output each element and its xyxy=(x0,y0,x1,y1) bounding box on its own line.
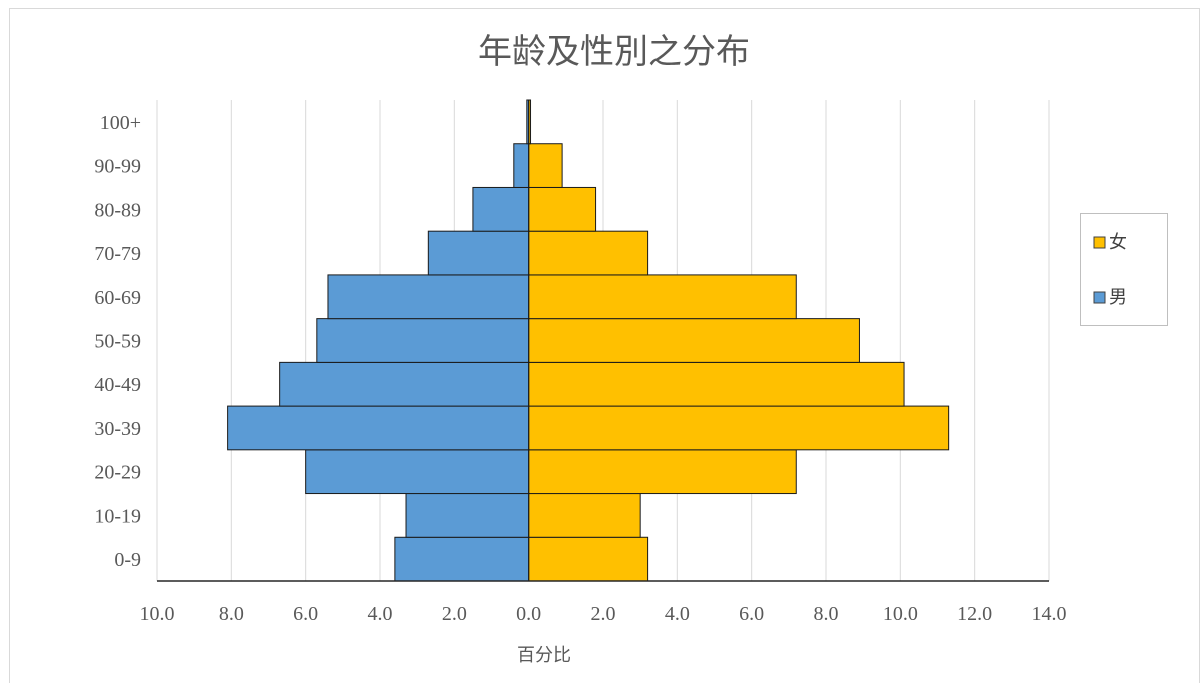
x-tick-label: 2.0 xyxy=(442,603,467,625)
bars xyxy=(227,99,950,582)
bar-male-80-89 xyxy=(472,186,530,232)
category-labels: 0-9 10-19 20-29 30-39 40-49 50-59 60-69 70-79 80… xyxy=(94,112,141,571)
x-tick-label: 4.0 xyxy=(368,603,393,625)
bar-female-30-39 xyxy=(528,405,950,451)
category-label: 10-19 xyxy=(94,505,141,527)
legend-box xyxy=(1080,213,1168,326)
x-tick-label: 8.0 xyxy=(219,603,244,625)
legend-swatch-male xyxy=(1093,291,1106,304)
bar-female-70-79 xyxy=(528,230,649,276)
category-label: 100+ xyxy=(100,112,141,134)
x-tick-label: 8.0 xyxy=(814,603,839,625)
bar-female-20-29 xyxy=(528,449,797,495)
x-tick-label: 14.0 xyxy=(1032,603,1067,625)
bar-female-60-69 xyxy=(528,274,797,320)
bar-male-40-49 xyxy=(279,361,530,407)
category-label: 70-79 xyxy=(94,243,141,265)
category-label: 40-49 xyxy=(94,374,141,396)
x-tick-label: 2.0 xyxy=(591,603,616,625)
x-tick-label: 4.0 xyxy=(665,603,690,625)
x-tick-label: 12.0 xyxy=(957,603,992,625)
category-label: 60-69 xyxy=(94,287,141,309)
bar-male-70-79 xyxy=(427,230,530,276)
bar-female-50-59 xyxy=(528,318,860,363)
bar-female-90-99 xyxy=(528,143,563,188)
x-tick-label: 10.0 xyxy=(883,603,918,625)
category-label: 20-29 xyxy=(94,462,141,484)
legend-swatch-female xyxy=(1093,236,1106,249)
bar-female-0-9 xyxy=(528,536,649,582)
category-label: 0-9 xyxy=(114,549,141,571)
bar-male-0-9 xyxy=(394,536,530,582)
legend-label-male: 男 xyxy=(1109,287,1127,308)
category-label: 30-39 xyxy=(94,418,141,440)
x-tick-labels: 10.0 8.0 6.0 4.0 2.0 0.0 2.0 4.0 6.0 8.0 10.0 12.0 1… xyxy=(140,603,1067,625)
category-label: 90-99 xyxy=(94,156,141,178)
bar-female-40-49 xyxy=(528,361,905,407)
bar-male-10-19 xyxy=(405,493,530,538)
bar-male-60-69 xyxy=(327,274,530,320)
bar-male-90-99 xyxy=(513,143,530,188)
bar-male-20-29 xyxy=(305,449,530,495)
x-tick-label: 0.0 xyxy=(516,603,541,625)
legend: 女 男 xyxy=(1080,213,1168,326)
x-tick-label: 6.0 xyxy=(293,603,318,625)
category-label: 50-59 xyxy=(94,331,141,353)
x-tick-label: 10.0 xyxy=(140,603,175,625)
bar-male-30-39 xyxy=(227,405,530,451)
bar-female-10-19 xyxy=(528,493,641,538)
category-label: 80-89 xyxy=(94,199,141,221)
bar-male-50-59 xyxy=(316,318,530,363)
legend-label-female: 女 xyxy=(1109,232,1127,253)
chart-title: 年龄及性別之分布 xyxy=(478,32,750,72)
x-tick-label: 6.0 xyxy=(739,603,764,625)
x-axis-title: 百分比 xyxy=(517,645,571,666)
bar-female-80-89 xyxy=(528,186,597,232)
